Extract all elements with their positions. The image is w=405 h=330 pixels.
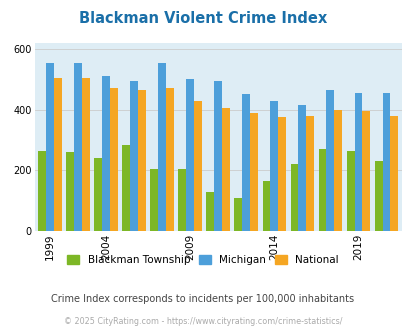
Bar — [214, 81, 222, 231]
Bar — [102, 76, 110, 231]
Bar — [290, 164, 298, 231]
Bar — [150, 169, 158, 231]
Bar — [362, 111, 369, 231]
Bar — [130, 81, 138, 231]
Bar — [262, 181, 270, 231]
Bar — [277, 117, 286, 231]
Bar — [66, 152, 74, 231]
Bar — [354, 93, 362, 231]
Bar — [374, 161, 382, 231]
Bar — [222, 108, 230, 231]
Bar — [346, 150, 354, 231]
Text: Blackman Violent Crime Index: Blackman Violent Crime Index — [79, 11, 326, 26]
Bar — [382, 93, 390, 231]
Bar — [390, 116, 397, 231]
Bar — [74, 63, 82, 231]
Bar — [326, 90, 334, 231]
Text: Crime Index corresponds to incidents per 100,000 inhabitants: Crime Index corresponds to incidents per… — [51, 294, 354, 304]
Bar — [178, 169, 186, 231]
Bar — [234, 198, 242, 231]
Bar — [38, 150, 46, 231]
Bar — [270, 101, 277, 231]
Bar — [242, 94, 249, 231]
Bar — [298, 105, 305, 231]
Text: © 2025 CityRating.com - https://www.cityrating.com/crime-statistics/: © 2025 CityRating.com - https://www.city… — [64, 317, 341, 326]
Bar — [94, 158, 102, 231]
Bar — [138, 90, 145, 231]
Bar — [334, 110, 341, 231]
Bar — [110, 88, 117, 231]
Bar — [54, 78, 62, 231]
Legend: Blackman Township, Michigan, National: Blackman Township, Michigan, National — [65, 253, 340, 267]
Bar — [318, 149, 326, 231]
Bar — [166, 88, 173, 231]
Bar — [194, 101, 201, 231]
Bar — [206, 191, 214, 231]
Bar — [46, 63, 54, 231]
Bar — [122, 145, 130, 231]
Bar — [249, 113, 258, 231]
Bar — [186, 79, 194, 231]
Bar — [158, 63, 166, 231]
Bar — [82, 78, 90, 231]
Bar — [305, 116, 313, 231]
